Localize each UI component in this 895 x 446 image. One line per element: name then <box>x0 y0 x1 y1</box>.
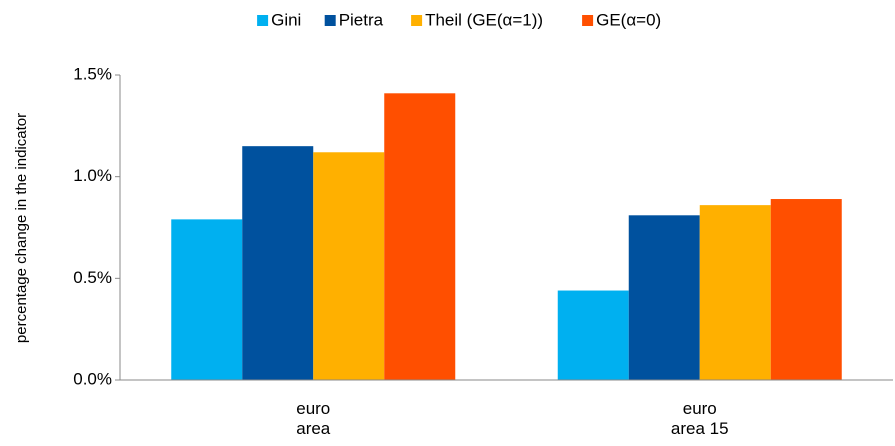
x-tick-label: euro area <box>296 399 331 438</box>
y-tick-label: 1.0% <box>73 166 112 185</box>
legend-swatch <box>411 15 423 26</box>
bar <box>770 199 842 380</box>
legend-swatch <box>257 15 269 26</box>
y-axis-label: percentage change in the indicator <box>13 113 30 343</box>
legend-label: Gini <box>271 10 301 29</box>
y-tick-label: 1.5% <box>73 64 112 83</box>
bar <box>628 215 700 380</box>
legend-label: Pietra <box>339 10 384 29</box>
legend-label: GE(α=0) <box>596 10 661 29</box>
legend-swatch <box>582 15 594 26</box>
legend-swatch <box>324 15 336 26</box>
bar <box>242 146 314 380</box>
legend-label: Theil (GE(α=1)) <box>425 10 543 29</box>
x-tick-label: euro area 15 <box>671 399 729 438</box>
bar <box>313 152 385 380</box>
bar <box>384 93 456 381</box>
bar <box>699 205 771 380</box>
bar <box>171 219 243 380</box>
y-tick-label: 0.5% <box>73 268 112 287</box>
y-tick-label: 0.0% <box>73 369 112 388</box>
bar <box>557 290 629 380</box>
